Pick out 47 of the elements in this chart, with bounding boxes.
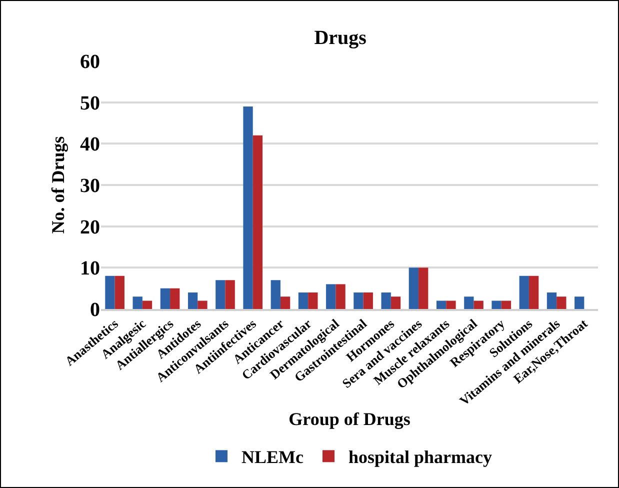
bar bbox=[464, 296, 474, 309]
bar bbox=[298, 292, 308, 309]
bar bbox=[354, 292, 364, 309]
bar bbox=[492, 300, 502, 309]
bar bbox=[528, 276, 539, 309]
bar bbox=[556, 296, 566, 309]
bar bbox=[574, 296, 584, 309]
bar bbox=[216, 280, 226, 309]
bar bbox=[436, 300, 446, 309]
bar bbox=[546, 292, 557, 309]
bar bbox=[270, 280, 280, 309]
bar bbox=[501, 300, 512, 309]
y-tick-label: 50 bbox=[80, 92, 100, 114]
bar bbox=[170, 288, 180, 309]
bar bbox=[225, 280, 235, 309]
bar bbox=[280, 296, 290, 309]
legend-label: NLEMc bbox=[242, 447, 304, 468]
y-tick-label: 0 bbox=[90, 299, 100, 321]
bar bbox=[114, 276, 124, 309]
bar bbox=[198, 300, 208, 309]
bar bbox=[446, 300, 456, 309]
bar bbox=[326, 284, 336, 309]
bar bbox=[381, 292, 391, 309]
bar bbox=[243, 106, 253, 309]
bar bbox=[105, 276, 115, 309]
y-tick-label: 30 bbox=[80, 175, 100, 197]
bar bbox=[336, 284, 346, 309]
bar bbox=[252, 135, 263, 309]
legend-label: hospital pharmacy bbox=[348, 447, 492, 468]
bar bbox=[132, 296, 142, 309]
bar bbox=[142, 300, 152, 309]
chart-title: Drugs bbox=[314, 27, 367, 50]
bar bbox=[418, 268, 428, 309]
bar bbox=[519, 276, 529, 309]
y-axis-title: No. of Drugs bbox=[48, 136, 68, 234]
y-tick-label: 40 bbox=[80, 134, 100, 156]
bar bbox=[474, 300, 484, 309]
x-axis-title: Group of Drugs bbox=[288, 408, 410, 429]
y-tick-label: 10 bbox=[80, 258, 100, 280]
bar bbox=[308, 292, 318, 309]
bar bbox=[188, 292, 198, 309]
y-tick-label: 20 bbox=[80, 216, 100, 238]
bar bbox=[408, 268, 419, 309]
bar bbox=[390, 296, 401, 309]
bar bbox=[160, 288, 170, 309]
y-tick-label: 60 bbox=[80, 51, 100, 73]
bar bbox=[363, 292, 373, 309]
